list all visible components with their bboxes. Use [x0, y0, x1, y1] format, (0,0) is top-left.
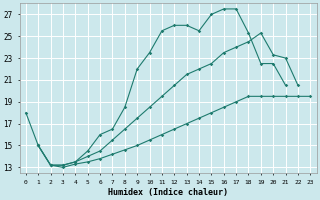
X-axis label: Humidex (Indice chaleur): Humidex (Indice chaleur) [108, 188, 228, 197]
